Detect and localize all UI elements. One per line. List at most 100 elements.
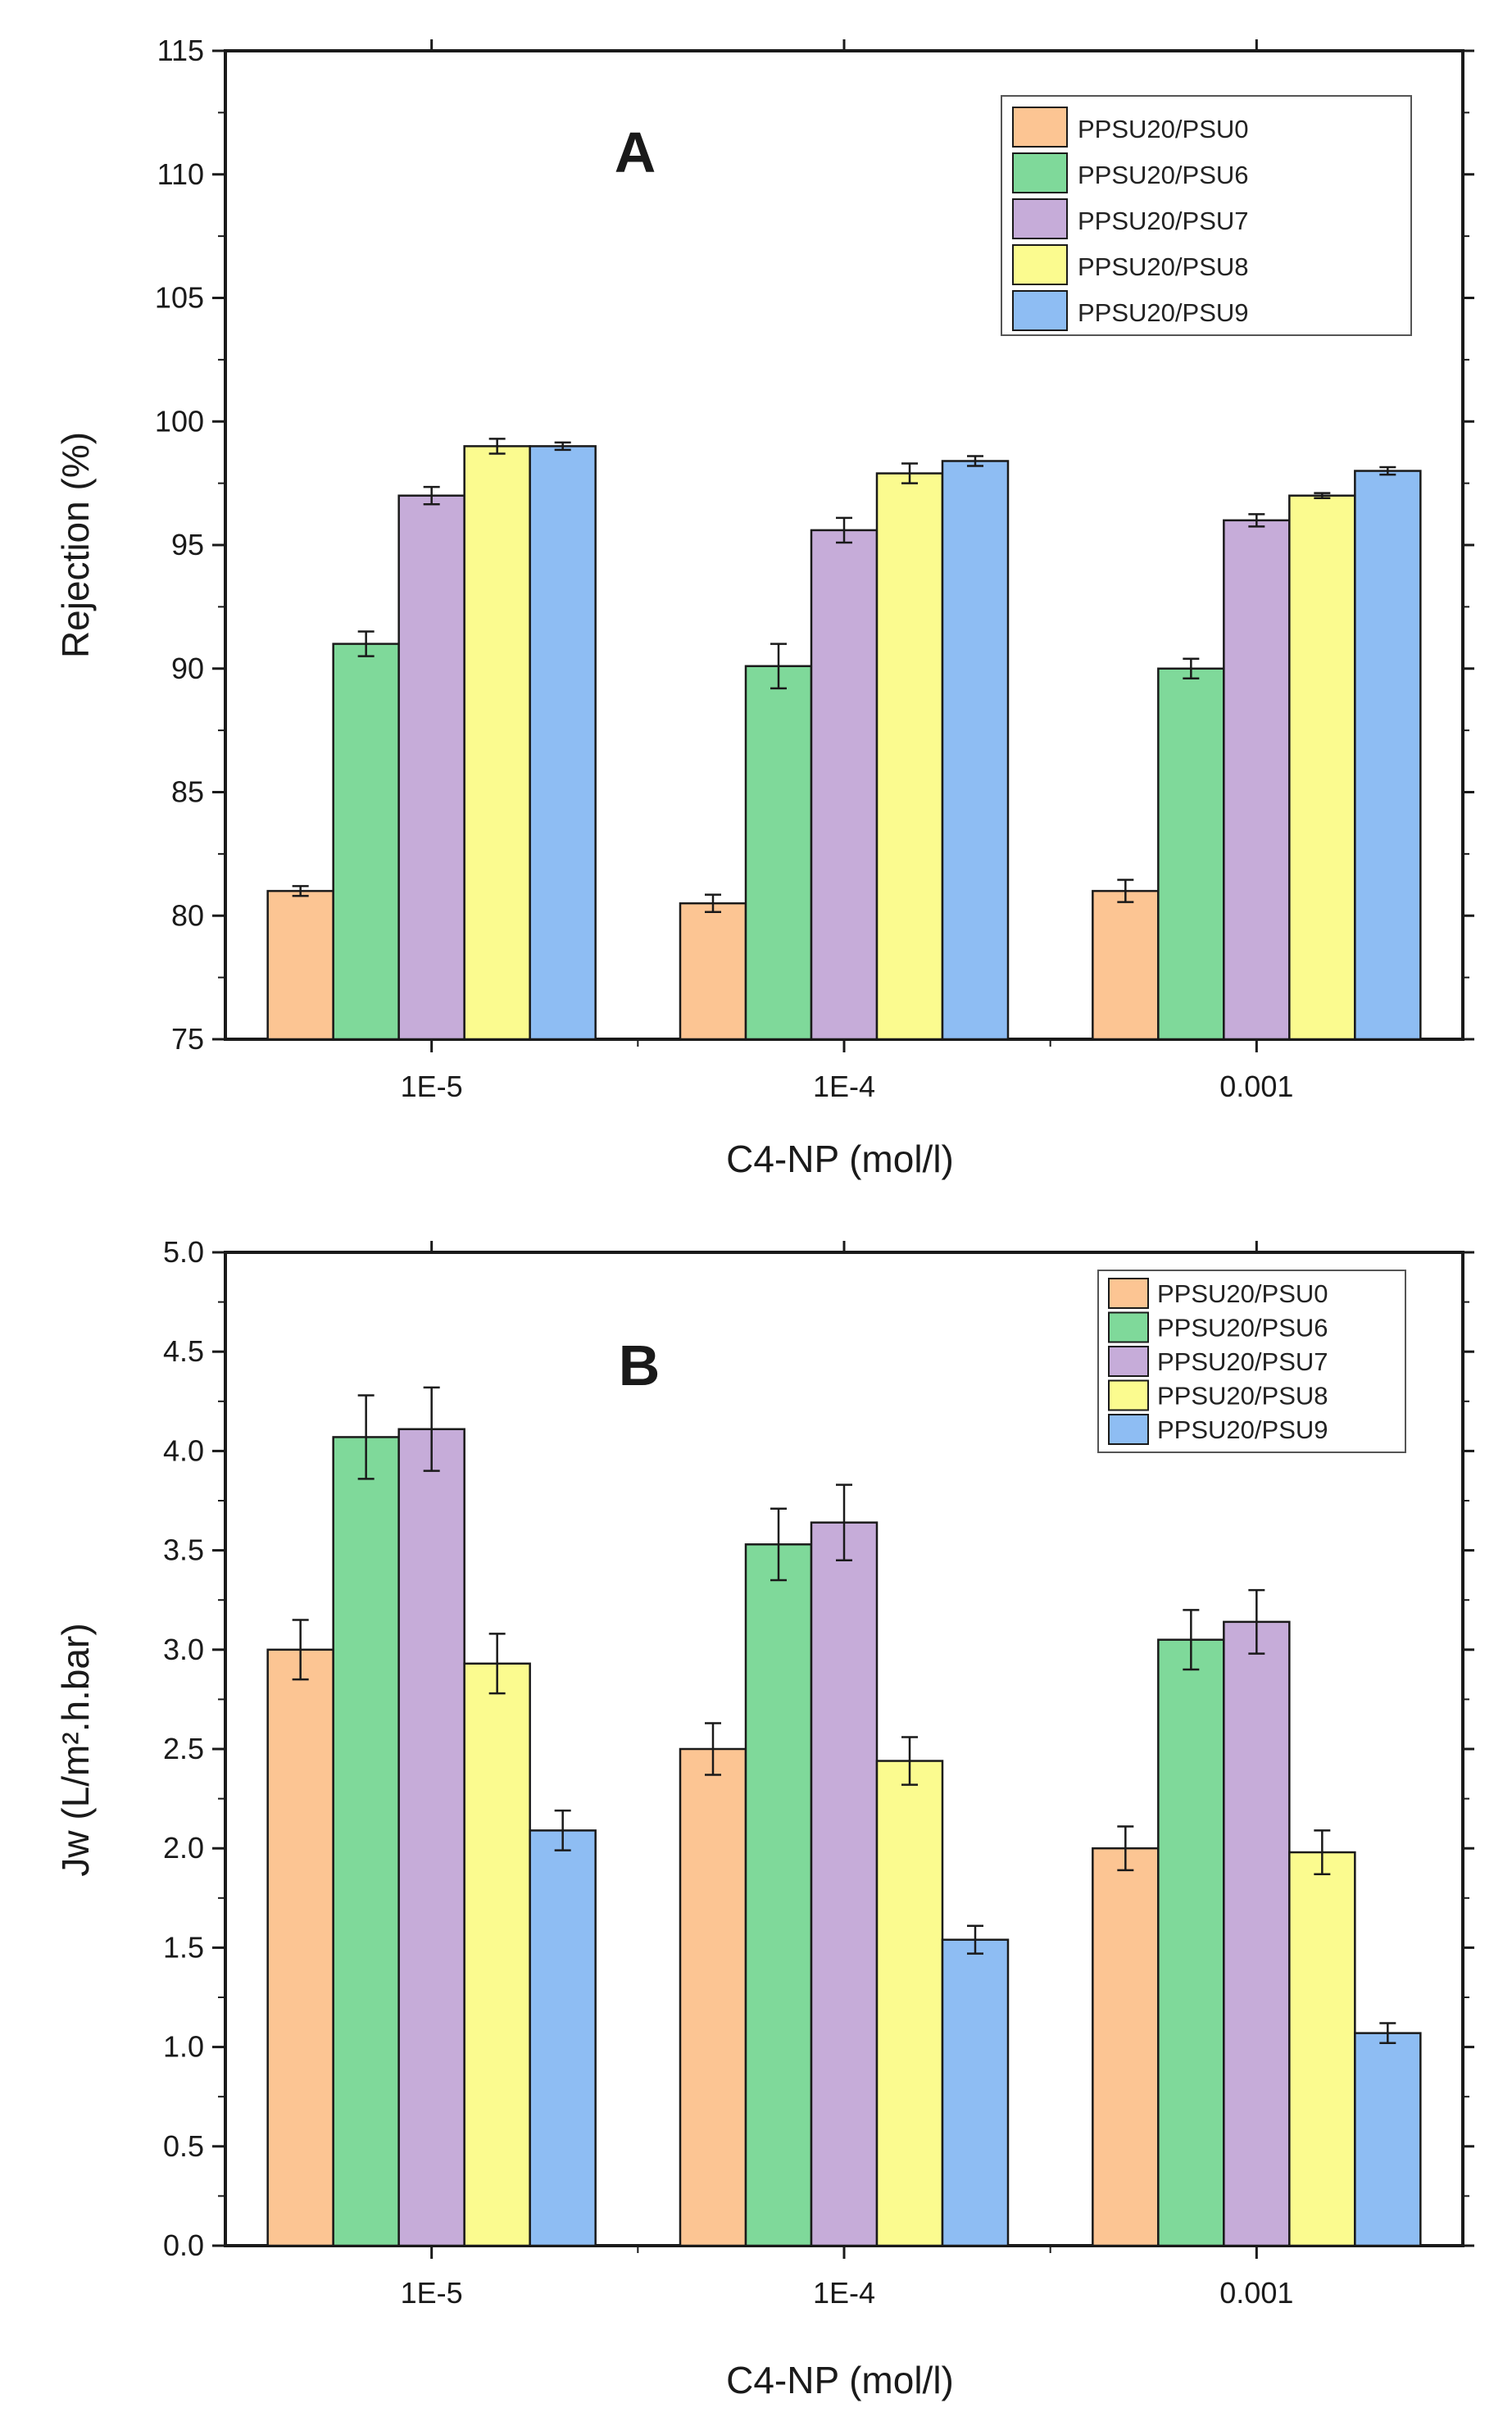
x-tick-label: 1E-4	[813, 1070, 875, 1103]
legend-entry-label: PPSU20/PSU6	[1157, 1314, 1328, 1342]
y-tick-label: 1.5	[163, 1930, 204, 1964]
bar-ppsu20psu7	[397, 494, 465, 1041]
bar-ppsu20psu7	[810, 529, 879, 1041]
bar-ppsu20psu6	[744, 665, 813, 1041]
legend-entry-label: PPSU20/PSU7	[1078, 207, 1249, 235]
bar-ppsu20psu0	[1092, 889, 1160, 1041]
legend-swatch	[1108, 1311, 1149, 1343]
y-tick-label: 5.0	[163, 1235, 204, 1269]
panel-a-legend: PPSU20/PSU0 PPSU20/PSU6 PPSU20/PSU7 PPSU20/…	[1001, 95, 1412, 336]
legend-swatch	[1108, 1278, 1149, 1309]
panel-a-bars	[266, 445, 1422, 1041]
y-tick-label: 105	[155, 281, 204, 315]
bar-ppsu20psu8	[875, 1760, 944, 2247]
bar-ppsu20psu0	[266, 889, 334, 1041]
y-tick-label: 2.5	[163, 1732, 204, 1765]
legend-entry-label: PPSU20/PSU9	[1078, 298, 1249, 327]
y-tick-label: 0.0	[163, 2228, 204, 2262]
y-tick-label: 3.0	[163, 1633, 204, 1666]
x-tick-label: 1E-5	[401, 2276, 463, 2310]
panel-b-flux-chart: 0.00.51.01.52.02.53.03.54.04.55.0 1E-5 1E…	[54, 1235, 1474, 2401]
x-tick-label: 1E-4	[813, 2276, 875, 2310]
x-tick-label: 0.001	[1219, 2276, 1293, 2310]
panel-b-legend-box	[1097, 1270, 1406, 1453]
panel-a-error-bars	[292, 438, 1396, 913]
legend-entry-label: PPSU20/PSU9	[1157, 1415, 1328, 1444]
legend-swatch	[1012, 107, 1068, 148]
panel-a-x-axis-title: C4-NP (mol/l)	[726, 1138, 954, 1180]
bar-ppsu20psu8	[875, 472, 944, 1041]
bar-ppsu20psu9	[1354, 470, 1422, 1041]
legend-entry-label: PPSU20/PSU6	[1078, 161, 1249, 189]
legend-entry-label: PPSU20/PSU8	[1157, 1382, 1328, 1411]
panel-b-bars	[266, 1428, 1422, 2247]
panel-a-legend-box	[1001, 95, 1412, 336]
legend-entry-label: PPSU20/PSU7	[1157, 1347, 1328, 1376]
y-tick-label: 80	[171, 898, 204, 932]
bar-ppsu20psu8	[1288, 494, 1356, 1041]
panel-a-y-axis-title: Rejection (%)	[54, 432, 97, 658]
bar-ppsu20psu9	[529, 1829, 597, 2247]
y-tick-label: 95	[171, 528, 204, 561]
y-tick-label: 4.0	[163, 1433, 204, 1467]
bar-ppsu20psu7	[1223, 519, 1291, 1041]
panel-a-y-tick-labels: 75 80 85 90 95 100 105 110 115	[155, 34, 204, 1056]
panel-a-rejection-chart: 75 80 85 90 95 100 105 110 115 1E-5 1E-4 0.001 Rej…	[54, 34, 1474, 1180]
bar-ppsu20psu9	[941, 1938, 1010, 2247]
bar-ppsu20psu8	[463, 1662, 531, 2247]
legend-entry-label: PPSU20/PSU0	[1078, 115, 1249, 143]
legend-swatch	[1012, 152, 1068, 193]
y-tick-label: 110	[157, 157, 204, 191]
y-tick-label: 0.5	[163, 2129, 204, 2163]
legend-entry-label: PPSU20/PSU8	[1078, 252, 1249, 281]
bar-ppsu20psu0	[1092, 1847, 1160, 2247]
y-tick-label: 2.0	[163, 1831, 204, 1865]
bar-ppsu20psu7	[810, 1521, 879, 2247]
bar-ppsu20psu6	[332, 643, 400, 1041]
bar-ppsu20psu7	[1223, 1620, 1291, 2247]
bar-ppsu20psu9	[1354, 2032, 1422, 2247]
bar-ppsu20psu6	[332, 1436, 400, 2247]
legend-swatch	[1012, 290, 1068, 331]
bar-ppsu20psu9	[941, 460, 1010, 1041]
y-tick-label: 3.5	[163, 1533, 204, 1567]
bar-ppsu20psu0	[679, 902, 747, 1041]
bar-ppsu20psu9	[529, 445, 597, 1041]
legend-swatch	[1012, 198, 1068, 239]
legend-swatch	[1012, 244, 1068, 285]
y-tick-label: 100	[155, 404, 204, 438]
y-tick-label: 4.5	[163, 1334, 204, 1368]
legend-swatch	[1108, 1379, 1149, 1411]
bar-ppsu20psu6	[744, 1543, 813, 2247]
legend-swatch	[1108, 1346, 1149, 1377]
panel-b-x-axis-title: C4-NP (mol/l)	[726, 2359, 954, 2401]
legend-swatch	[1108, 1414, 1149, 1445]
bar-ppsu20psu7	[397, 1428, 465, 2247]
panel-a-x-tick-labels: 1E-5 1E-4 0.001	[401, 1070, 1294, 1103]
y-tick-label: 85	[171, 775, 204, 809]
panel-b-y-ticks	[212, 1251, 1474, 2247]
x-tick-label: 0.001	[1219, 1070, 1293, 1103]
panel-b-x-tick-labels: 1E-5 1E-4 0.001	[401, 2276, 1294, 2310]
y-tick-label: 90	[171, 652, 204, 685]
panel-a-x-ticks	[430, 39, 1258, 1052]
bar-ppsu20psu6	[1157, 1638, 1225, 2247]
y-tick-label: 75	[171, 1022, 204, 1056]
panel-b-legend: PPSU20/PSU0 PPSU20/PSU6 PPSU20/PSU7 PPSU20/…	[1097, 1270, 1406, 1453]
legend-entry-label: PPSU20/PSU0	[1157, 1279, 1328, 1308]
bar-ppsu20psu6	[1157, 667, 1225, 1041]
bar-ppsu20psu8	[463, 445, 531, 1041]
bar-ppsu20psu0	[679, 1747, 747, 2247]
panel-b-y-axis-title: Jw (L/m².h.bar)	[54, 1623, 97, 1876]
bar-ppsu20psu8	[1288, 1851, 1356, 2247]
panel-b-y-tick-labels: 0.0 0.5 1.0 1.5 2.0 2.5 3.0 3.5 4.0 4.5 5.0	[163, 1235, 204, 2262]
panel-b-x-ticks	[430, 1241, 1258, 2259]
y-tick-label: 115	[157, 34, 204, 67]
panel-b-label: B	[619, 1333, 661, 1397]
x-tick-label: 1E-5	[401, 1070, 463, 1103]
panel-a-label: A	[615, 120, 656, 184]
y-tick-label: 1.0	[163, 2030, 204, 2064]
panel-a-y-ticks	[212, 49, 1474, 1041]
bar-ppsu20psu0	[266, 1648, 334, 2247]
